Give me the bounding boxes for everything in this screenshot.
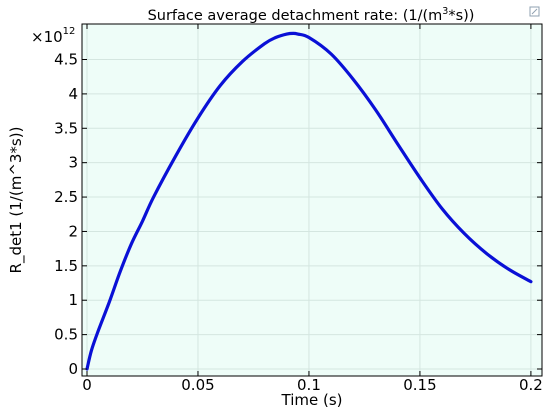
y-tick-label: 2 xyxy=(68,222,78,240)
expand-icon[interactable] xyxy=(529,6,540,17)
y-tick-label: 4.5 xyxy=(54,51,78,69)
y-axis-label: R_det1 (1/(m^3*s)) xyxy=(7,127,26,274)
y-tick-label: 3.5 xyxy=(54,119,78,137)
y-tick-label: 4 xyxy=(68,85,78,103)
y-tick-label: 0 xyxy=(68,360,78,378)
chart-title-prefix: Surface average detachment rate: (1/(m xyxy=(148,8,443,24)
y-tick-label: 0.5 xyxy=(54,326,78,344)
tick-marks xyxy=(82,24,542,376)
y-tick-label: 1.5 xyxy=(54,257,78,275)
y-tick-label: 1 xyxy=(68,291,78,309)
y-tick-label: 2.5 xyxy=(54,188,78,206)
plot-area xyxy=(82,24,542,376)
x-tick-label: 0.2 xyxy=(519,376,543,394)
x-tick-label: 0.15 xyxy=(403,376,436,394)
y-multiplier: ×1012 xyxy=(31,26,75,46)
x-tick-label: 0.05 xyxy=(181,376,214,394)
y-tick-labels: 0 0.5 1 1.5 2 2.5 3 3.5 4 4.5 xyxy=(54,51,78,378)
x-tick-label: 0.1 xyxy=(297,376,321,394)
y-multiplier-base: ×10 xyxy=(31,28,63,46)
y-multiplier-exponent: 12 xyxy=(63,26,76,37)
chart-title: Surface average detachment rate: (1/(m3*… xyxy=(148,6,475,24)
x-axis-label: Time (s) xyxy=(281,391,343,409)
x-tick-label: 0 xyxy=(82,376,92,394)
y-tick-label: 3 xyxy=(68,154,78,172)
chart-title-superscript: 3 xyxy=(442,6,448,17)
chart-title-suffix: *s)) xyxy=(448,8,474,24)
series-line xyxy=(85,31,533,371)
plot-frame xyxy=(81,23,543,377)
grid xyxy=(82,24,542,376)
x-tick-labels: 0 0.05 0.1 0.15 0.2 xyxy=(82,376,543,394)
series-group xyxy=(85,31,533,371)
